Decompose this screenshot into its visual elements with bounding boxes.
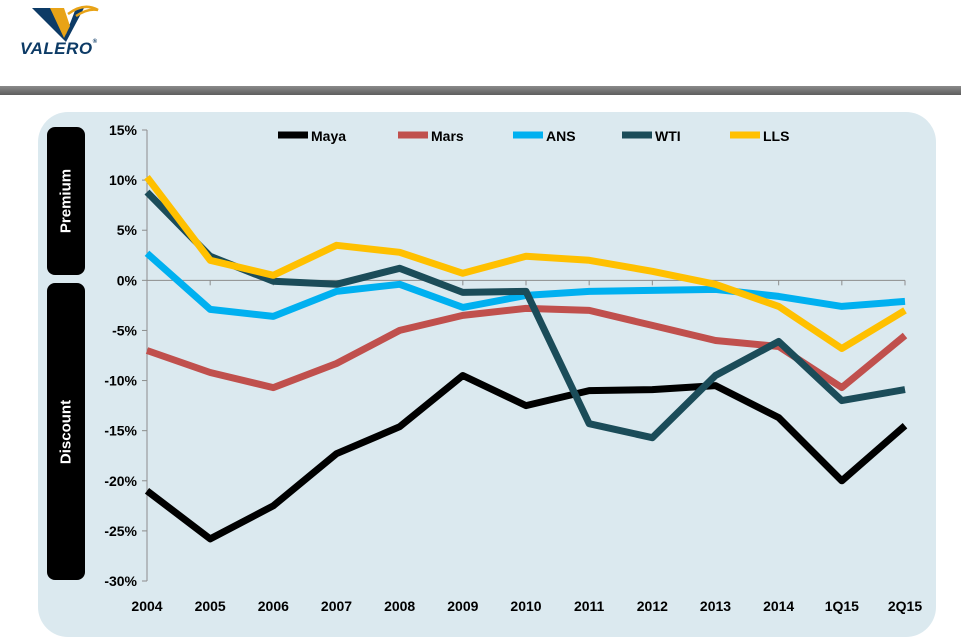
- discount-label-box: Discount: [47, 283, 85, 580]
- y-tick-label: 10%: [109, 172, 138, 188]
- legend-label-wti: WTI: [655, 128, 681, 144]
- chart-panel: [38, 112, 936, 637]
- y-tick-label: 0%: [117, 272, 138, 288]
- valero-v-icon: [32, 5, 99, 42]
- series-line-wti: [144, 189, 906, 442]
- x-tick-label: 2007: [321, 598, 352, 614]
- x-tick-label: 2010: [510, 598, 541, 614]
- legend-label-maya: Maya: [311, 128, 346, 144]
- x-tick-label: 2009: [447, 598, 478, 614]
- chart-axes: 15% 10% 5% 0% -5% -10% -15% -20% -25% -30% 2004 200…: [104, 122, 922, 614]
- y-tick-label: -25%: [104, 523, 137, 539]
- x-tick-label: 2Q15: [888, 598, 922, 614]
- legend-label-lls: LLS: [763, 128, 789, 144]
- series-line-lls: [144, 174, 907, 352]
- y-tick-label: 5%: [117, 222, 138, 238]
- x-tick-label: 1Q15: [825, 598, 859, 614]
- x-tick-label: 2014: [763, 598, 794, 614]
- series-line-maya: [144, 372, 908, 543]
- logo-registered-mark: ®: [92, 39, 98, 45]
- logo-brand-text: VALERO: [20, 39, 93, 58]
- x-tick-label: 2008: [384, 598, 415, 614]
- premium-label-box: Premium: [47, 127, 85, 275]
- x-tick-label: 2006: [258, 598, 289, 614]
- y-tick-label: 15%: [109, 122, 138, 138]
- x-tick-label: 2005: [195, 598, 226, 614]
- x-tick-label: 2004: [131, 598, 162, 614]
- x-tick-label: 2013: [700, 598, 731, 614]
- y-tick-label: -30%: [104, 573, 137, 589]
- x-tick-label: 2011: [574, 598, 605, 614]
- chart-legend: Maya Mars ANS WTI LLS: [278, 128, 789, 144]
- y-tick-label: -10%: [104, 373, 137, 389]
- legend-label-mars: Mars: [431, 128, 464, 144]
- y-tick-label: -15%: [104, 423, 137, 439]
- valero-logo: [14, 2, 114, 62]
- legend-label-ans: ANS: [546, 128, 576, 144]
- chart-series: [144, 174, 908, 543]
- y-tick-label: -20%: [104, 473, 137, 489]
- header-divider: [0, 86, 961, 95]
- y-tick-label: -5%: [112, 322, 137, 338]
- series-line-mars: [145, 304, 908, 392]
- valero-wordmark: VALERO®: [20, 39, 98, 59]
- x-tick-label: 2012: [637, 598, 668, 614]
